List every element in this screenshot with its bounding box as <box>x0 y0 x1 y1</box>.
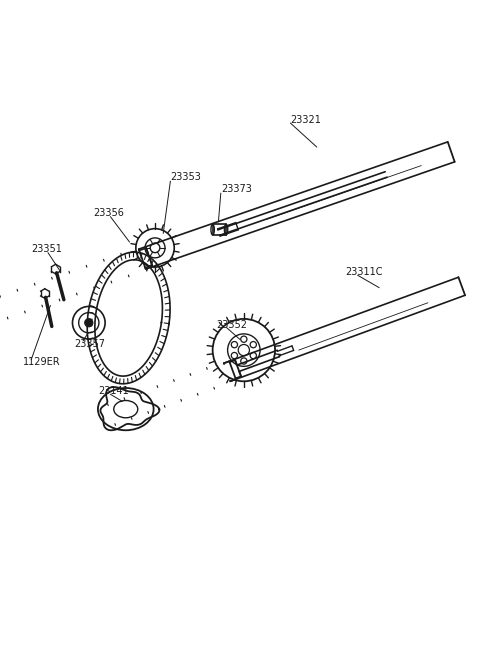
Text: 23352: 23352 <box>216 320 247 330</box>
Text: 23141: 23141 <box>98 386 129 396</box>
Text: 23311C: 23311C <box>346 267 383 277</box>
Text: 1129ER: 1129ER <box>23 357 60 367</box>
Text: 23321: 23321 <box>290 115 321 125</box>
Circle shape <box>84 319 93 327</box>
Text: 23353: 23353 <box>170 172 201 182</box>
Text: 23373: 23373 <box>221 185 252 194</box>
Text: 23356: 23356 <box>94 208 124 218</box>
Bar <box>213 224 226 235</box>
Text: 23351: 23351 <box>31 244 62 254</box>
Text: 23357: 23357 <box>74 339 106 349</box>
